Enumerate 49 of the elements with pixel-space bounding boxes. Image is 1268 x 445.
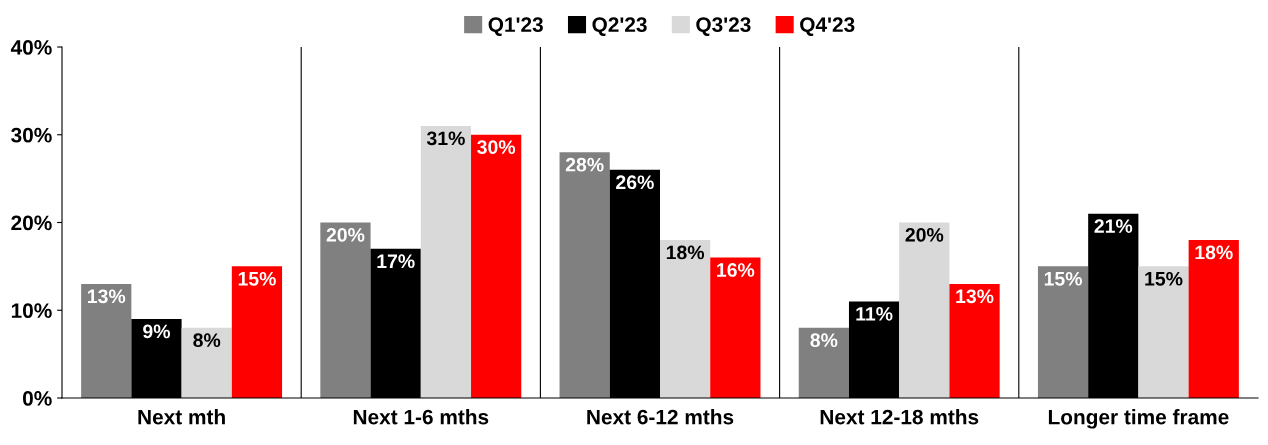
data-label: 31%: [426, 131, 465, 146]
legend-label: Q4'23: [800, 17, 855, 36]
bar: [559, 152, 610, 398]
x-tick-label: Next mth: [138, 409, 225, 425]
legend-label: Q3'23: [696, 17, 751, 36]
data-label: 15%: [238, 271, 276, 286]
y-tick-label: 10%: [11, 303, 52, 318]
bar: [798, 327, 849, 398]
x-tick-label: Next 12-18 mths: [820, 409, 979, 425]
x-tick-label: Longer time frame: [1048, 409, 1229, 429]
data-label: 28%: [565, 157, 604, 172]
bar: [710, 257, 761, 398]
data-label: 16%: [717, 263, 755, 277]
bar: [1138, 266, 1189, 398]
bar: [81, 283, 132, 398]
data-label: 15%: [1145, 271, 1183, 286]
data-label: 13%: [956, 289, 994, 304]
data-label: 18%: [666, 245, 705, 260]
bar: [231, 266, 283, 398]
legend-label: Q2'23: [592, 17, 647, 36]
bar: [181, 327, 232, 398]
x-tick-label: Next 6-12 mths: [587, 409, 734, 425]
data-label: 17%: [377, 254, 415, 269]
data-label: 13%: [88, 289, 126, 304]
y-tick-label: 20%: [11, 215, 52, 231]
y-tick-label: 40%: [10, 40, 52, 55]
data-label: 8%: [193, 333, 221, 348]
data-label: 20%: [326, 227, 365, 242]
legend-label: Q1'23: [488, 17, 543, 36]
bar: [660, 240, 711, 398]
data-label: 20%: [905, 227, 944, 242]
data-label: 30%: [477, 140, 516, 155]
bar: [320, 222, 371, 398]
y-tick-label: 0%: [22, 391, 52, 406]
data-label: 9%: [143, 324, 171, 339]
x-tick-label: Next 1-6 mths: [353, 409, 489, 425]
data-label: 26%: [616, 175, 654, 190]
data-label: 21%: [1094, 219, 1133, 233]
data-label: 11%: [856, 307, 893, 321]
bar: [899, 222, 950, 398]
data-label: 18%: [1195, 245, 1233, 260]
bar: [949, 283, 1000, 398]
bar: [471, 134, 522, 398]
data-label: 8%: [810, 333, 838, 348]
data-label: 15%: [1044, 271, 1082, 286]
y-tick-label: 30%: [11, 127, 52, 143]
bar: [1188, 240, 1239, 398]
bar: [420, 125, 472, 398]
bar: [1037, 266, 1089, 398]
